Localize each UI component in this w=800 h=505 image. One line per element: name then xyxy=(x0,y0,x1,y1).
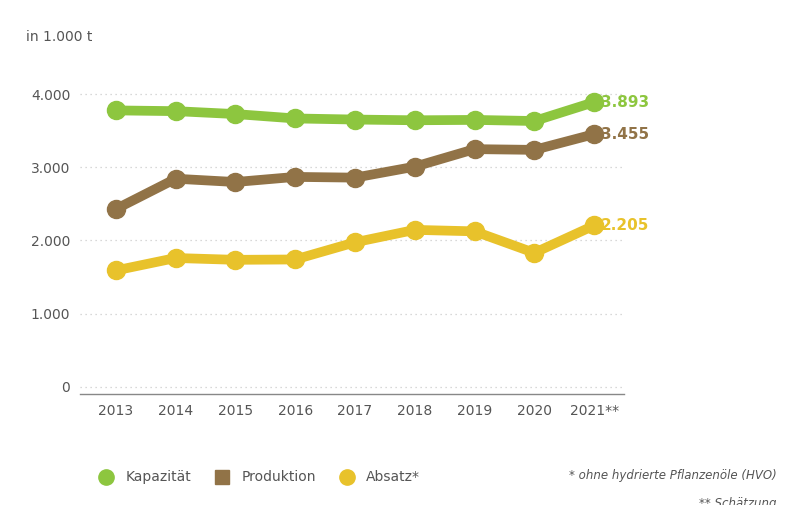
Text: 3.455: 3.455 xyxy=(601,127,649,142)
Text: ** Schätzung: ** Schätzung xyxy=(699,497,776,505)
Legend: Kapazität, Produktion, Absatz*: Kapazität, Produktion, Absatz* xyxy=(87,465,426,490)
Text: 3.893: 3.893 xyxy=(601,94,649,110)
Text: in 1.000 t: in 1.000 t xyxy=(26,30,92,44)
Text: 2.205: 2.205 xyxy=(601,218,650,233)
Text: * ohne hydrierte Pflanzenöle (HVO): * ohne hydrierte Pflanzenöle (HVO) xyxy=(569,470,776,482)
